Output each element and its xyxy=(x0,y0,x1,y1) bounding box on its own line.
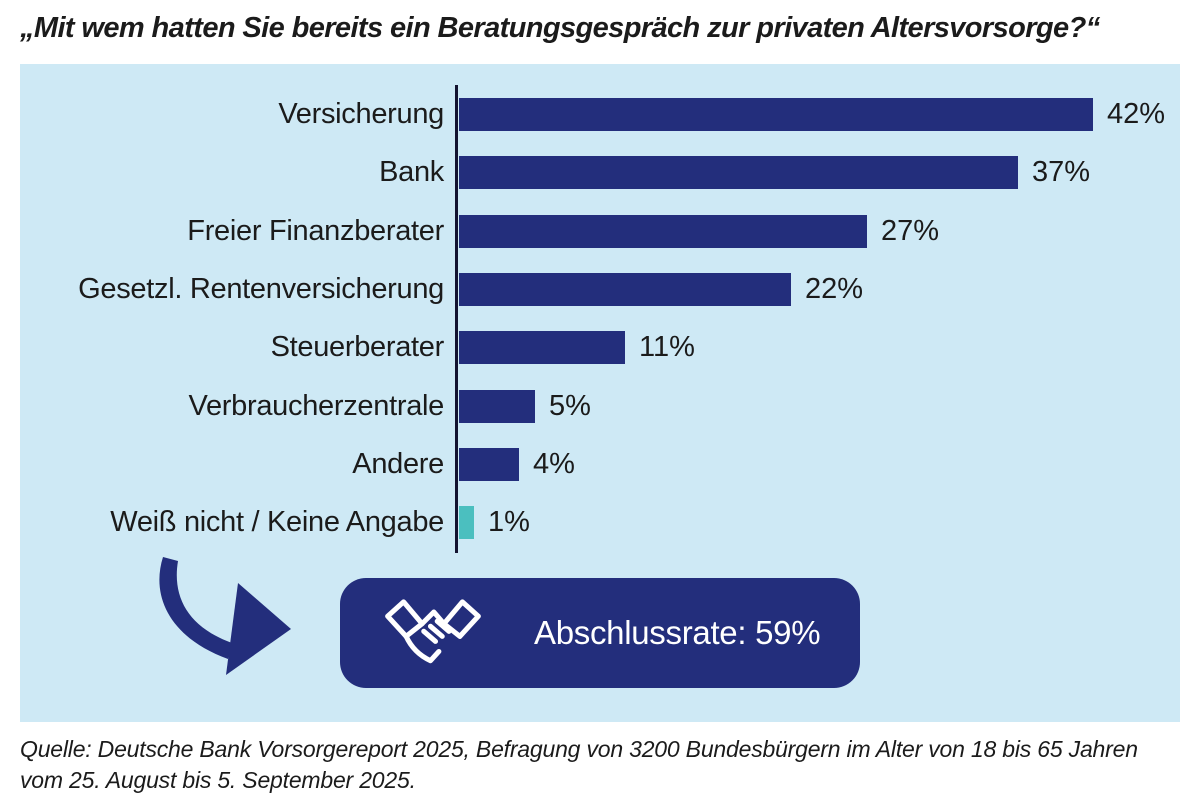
chart-panel: Versicherung 42% Bank 37% Freier Finanzb… xyxy=(20,64,1180,722)
value-label: 5% xyxy=(549,389,591,422)
category-label: Bank xyxy=(379,156,444,189)
bar xyxy=(459,156,1018,190)
bar xyxy=(459,447,519,481)
value-label: 37% xyxy=(1032,156,1091,189)
bar xyxy=(459,506,474,540)
chart-title: „Mit wem hatten Sie bereits ein Beratung… xyxy=(20,12,1100,44)
value-label: 27% xyxy=(881,214,940,247)
value-label: 42% xyxy=(1107,98,1166,130)
bar xyxy=(459,389,535,423)
bar-row: Gesetzl. Rentenversicherung 22% xyxy=(20,272,1180,306)
source-note: Quelle: Deutsche Bank Vorsorgereport 202… xyxy=(20,734,1190,796)
category-label: Verbraucherzentrale xyxy=(188,389,445,422)
value-label: 22% xyxy=(805,272,864,305)
axis-line xyxy=(455,85,458,553)
category-label: Andere xyxy=(352,447,444,480)
value-label: 11% xyxy=(639,331,695,364)
bar xyxy=(459,214,867,248)
bar-row: Freier Finanzberater 27% xyxy=(20,214,1180,248)
callout-label: Abschlussrate: 59% xyxy=(534,614,821,651)
curved-arrow-icon xyxy=(159,557,291,675)
bar-row: Verbraucherzentrale 5% xyxy=(20,389,1180,423)
category-label: Steuerberater xyxy=(270,331,445,364)
category-label: Freier Finanzberater xyxy=(187,214,444,247)
bar-row: Andere 4% xyxy=(20,447,1180,481)
bar-row: Steuerberater 11% xyxy=(20,331,1180,365)
abschlussrate-callout: Abschlussrate: 59% xyxy=(340,578,860,688)
handshake-icon xyxy=(385,599,481,664)
category-label: Weiß nicht / Keine Angabe xyxy=(110,506,444,539)
bar-row: Bank 37% xyxy=(20,156,1180,190)
category-label: Versicherung xyxy=(278,98,444,130)
value-label: 4% xyxy=(533,447,575,480)
value-label: 1% xyxy=(488,506,530,539)
bar xyxy=(459,272,791,306)
source-line-1: Quelle: Deutsche Bank Vorsorgereport 202… xyxy=(20,736,1138,762)
bar xyxy=(459,98,1093,131)
bar xyxy=(459,331,625,365)
bar-row: Weiß nicht / Keine Angabe 1% xyxy=(20,506,1180,540)
source-line-2: vom 25. August bis 5. September 2025. xyxy=(20,767,416,793)
category-label: Gesetzl. Rentenversicherung xyxy=(78,272,444,305)
bar-row: Versicherung 42% xyxy=(20,98,1180,131)
